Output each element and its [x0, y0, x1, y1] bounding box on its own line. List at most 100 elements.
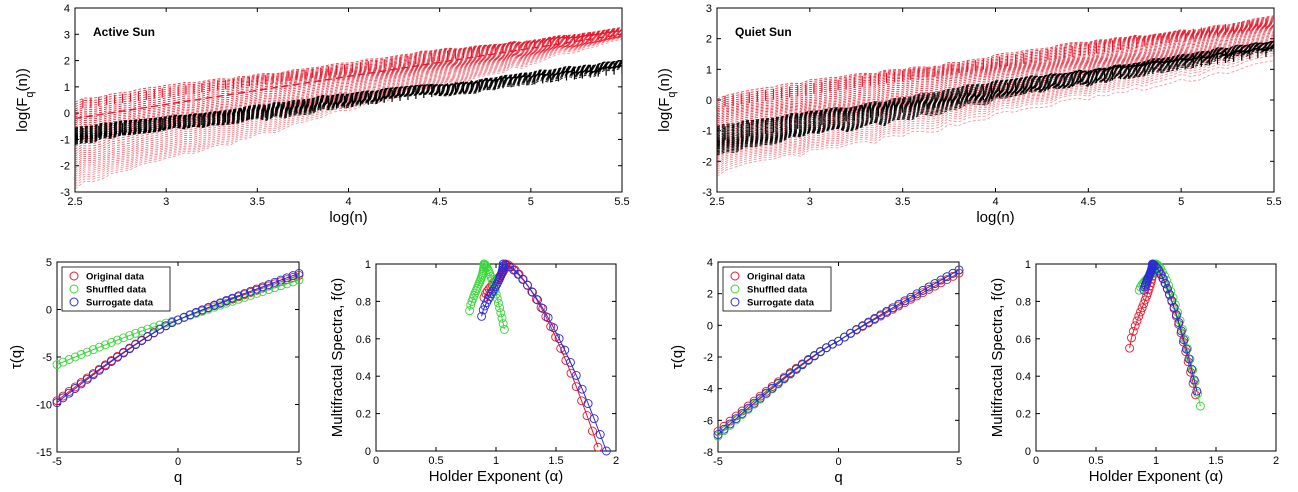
black-curve: [717, 46, 1274, 152]
blue-spectrum-point: [1176, 326, 1186, 336]
red-fit-line: [75, 33, 622, 120]
blue-spectrum-point: [488, 286, 498, 296]
axes-active_fq: 2.5 3 3.5 4 4.5 5 5.5-3-2-101234log(n)log(Fq(n…: [14, 3, 630, 226]
legend: Original data Shuffled data Surrogate data: [722, 266, 832, 312]
x-tick-label: 2: [613, 455, 619, 467]
blue-tau-point: [954, 265, 964, 275]
blue-tau-point: [88, 370, 98, 380]
y-tick-label: 1: [1025, 259, 1031, 271]
black-curve: [717, 47, 1274, 154]
x-tick-label: -5: [713, 456, 723, 468]
black-curve: [717, 40, 1274, 127]
black-curve: [75, 66, 622, 145]
y-tick-label: 0.8: [356, 296, 371, 308]
green-tau-point: [88, 345, 98, 355]
red-curve: [717, 18, 1274, 106]
green-tau-point: [137, 326, 147, 336]
y-tick-label: 0: [1025, 446, 1031, 458]
black-curve: [75, 63, 622, 138]
blue-tau-point: [791, 364, 801, 374]
black-curve: [75, 67, 622, 145]
y-tick-label: -6: [703, 415, 713, 427]
blue-tau-point: [737, 408, 747, 418]
red-curve: [75, 35, 622, 173]
blue-tau-point: [779, 374, 789, 383]
blue-tau-point: [719, 424, 729, 434]
legend-box: [722, 266, 832, 312]
blue-tau-point: [276, 275, 286, 285]
curves-active_fq: [75, 27, 622, 190]
blue-tau-point: [761, 388, 771, 398]
red-spectrum-point: [571, 382, 581, 392]
y-tick-label: -10: [36, 400, 52, 412]
red-spectrum-point: [588, 426, 597, 436]
x-tick-label: 3.5: [250, 196, 265, 208]
black-curve: [717, 42, 1274, 137]
black-curve: [75, 65, 622, 143]
blue-tau-point: [809, 351, 819, 361]
red-spectrum-point: [1136, 307, 1145, 317]
blue-spectrum-point: [478, 305, 488, 315]
x-tick-label: 5: [296, 456, 302, 468]
green-tau-point: [125, 331, 135, 340]
blue-spectrum-point: [485, 292, 495, 301]
red-curve: [717, 60, 1274, 177]
x-tick-label: 3.5: [895, 196, 910, 208]
red-curve: [717, 42, 1274, 157]
blue-spectrum-line: [481, 263, 607, 452]
blue-tau-point: [209, 300, 219, 310]
green-spectrum-point: [496, 308, 506, 318]
red-curve: [717, 27, 1274, 133]
red-spectrum-point: [1128, 326, 1138, 336]
blue-tau-point: [785, 369, 795, 379]
red-curve: [75, 30, 622, 118]
red-curve: [75, 30, 622, 145]
y-tick-label: 0: [706, 95, 712, 107]
x-tick-label: 2.5: [67, 196, 82, 208]
blue-tau-point: [106, 357, 116, 366]
blue-spectrum-point: [566, 357, 575, 367]
y-tick-label: -1: [702, 126, 712, 138]
y-tick-label: 0.2: [1016, 409, 1031, 421]
blue-spectrum-point: [1187, 364, 1196, 374]
red-curve: [717, 55, 1274, 175]
red-curve: [717, 19, 1274, 108]
black-curve: [75, 59, 622, 129]
x-tick-label: 1.5: [548, 455, 563, 467]
legend-marker: [69, 284, 79, 294]
blue-spectrum-point: [1156, 270, 1166, 279]
curves-quiet_fq: [717, 15, 1274, 177]
blue-tau-point: [70, 384, 80, 393]
green-tau-point: [76, 350, 86, 359]
blue-spectrum-point: [489, 284, 499, 294]
green-spectrum-point: [465, 306, 475, 316]
y-tick-label: 0.4: [1016, 371, 1031, 383]
x-tick-label: 2: [1273, 455, 1279, 467]
y-tick-label: 0.2: [356, 409, 371, 421]
y-axis-label: τ(q): [669, 345, 686, 369]
red-curve: [717, 24, 1274, 120]
chart-title: Active Sun: [93, 25, 155, 39]
green-tau-point: [100, 340, 110, 350]
x-tick-label: 4: [345, 196, 351, 208]
blue-spectrum-point: [577, 384, 587, 394]
legend-label: Shuffled data: [747, 285, 808, 296]
blue-tau-point: [743, 403, 753, 413]
red-curve: [75, 31, 622, 148]
blue-tau-point: [203, 303, 213, 312]
legend: Original data Shuffled data Surrogate data: [61, 266, 171, 312]
blue-spectrum-point: [589, 414, 599, 424]
blue-tau-point: [749, 398, 759, 408]
legend-marker: [69, 297, 79, 307]
red-spectrum-point: [1125, 343, 1135, 353]
red-curve: [75, 30, 622, 135]
red-curve: [75, 38, 622, 190]
x-axis-label: log(n): [329, 209, 367, 226]
y-tick-label: 5: [46, 257, 52, 269]
red-curve: [75, 35, 622, 171]
blue-spectrum-point: [595, 430, 605, 439]
red-spectrum-point: [593, 442, 603, 452]
black-curve: [717, 43, 1274, 141]
y-tick-label: 4: [707, 257, 713, 269]
